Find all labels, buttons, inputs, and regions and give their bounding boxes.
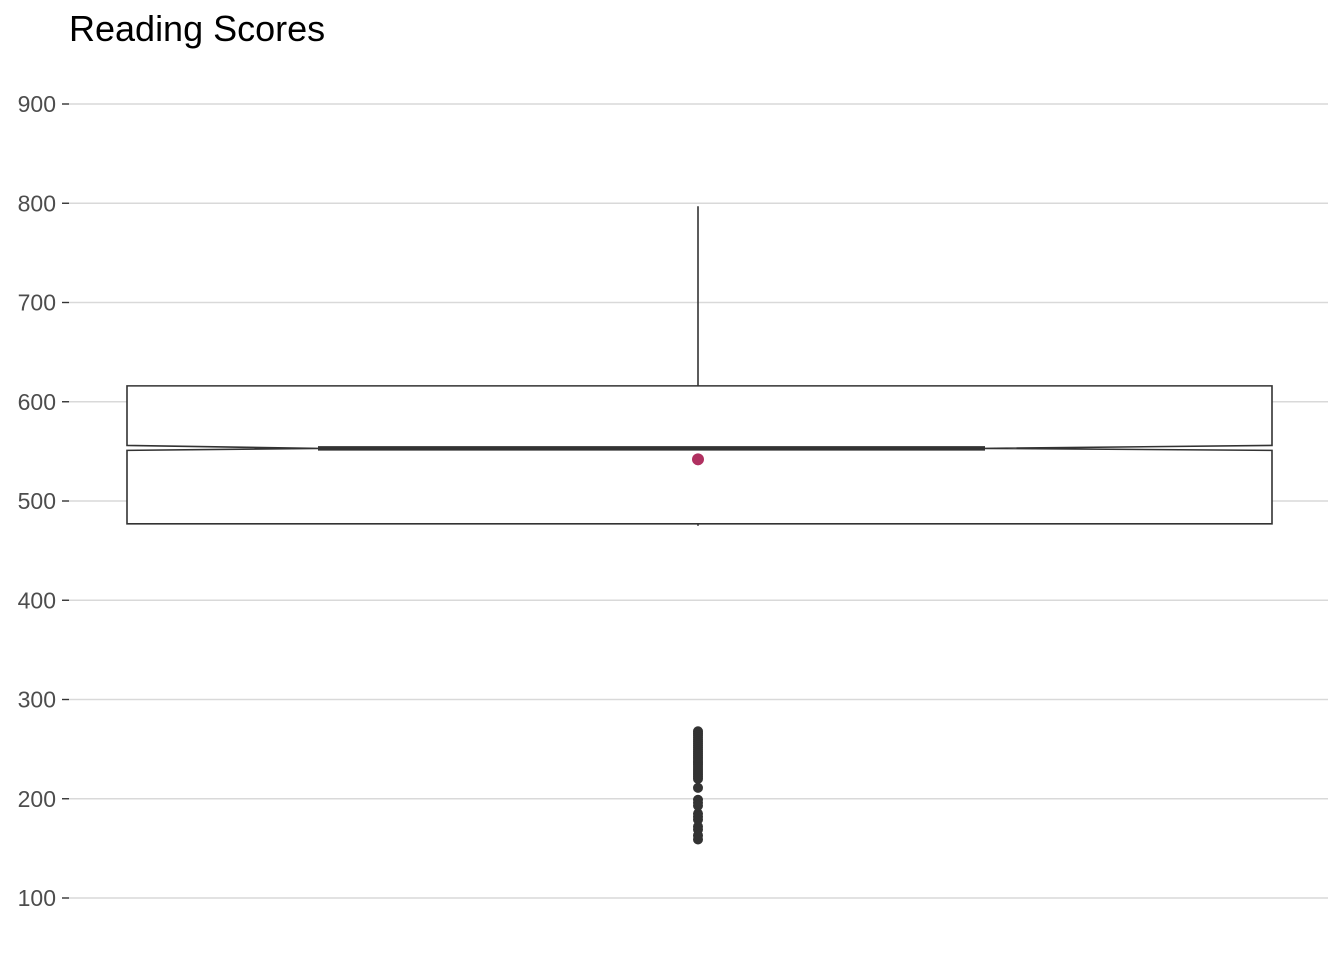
- outlier-point: [693, 782, 703, 793]
- y-tick-label: 300: [18, 687, 56, 713]
- y-tick-label: 800: [18, 190, 56, 216]
- mean-point: [692, 453, 704, 466]
- chart-title: Reading Scores: [69, 8, 326, 49]
- outlier-point: [693, 773, 703, 784]
- box-plot: [126, 206, 1273, 845]
- y-tick-label: 100: [18, 885, 56, 911]
- y-tick-label: 500: [18, 488, 56, 514]
- y-tick-label: 200: [18, 786, 56, 812]
- outlier-point: [693, 814, 703, 825]
- y-tick-label: 400: [18, 587, 56, 613]
- outlier-point: [693, 834, 703, 845]
- y-tick-label: 900: [18, 91, 56, 117]
- y-tick-label: 600: [18, 389, 56, 415]
- outlier-point: [693, 800, 703, 811]
- y-axis: 100 200 300 400 500 600 700 800 900: [18, 91, 69, 911]
- y-tick-label: 700: [18, 290, 56, 316]
